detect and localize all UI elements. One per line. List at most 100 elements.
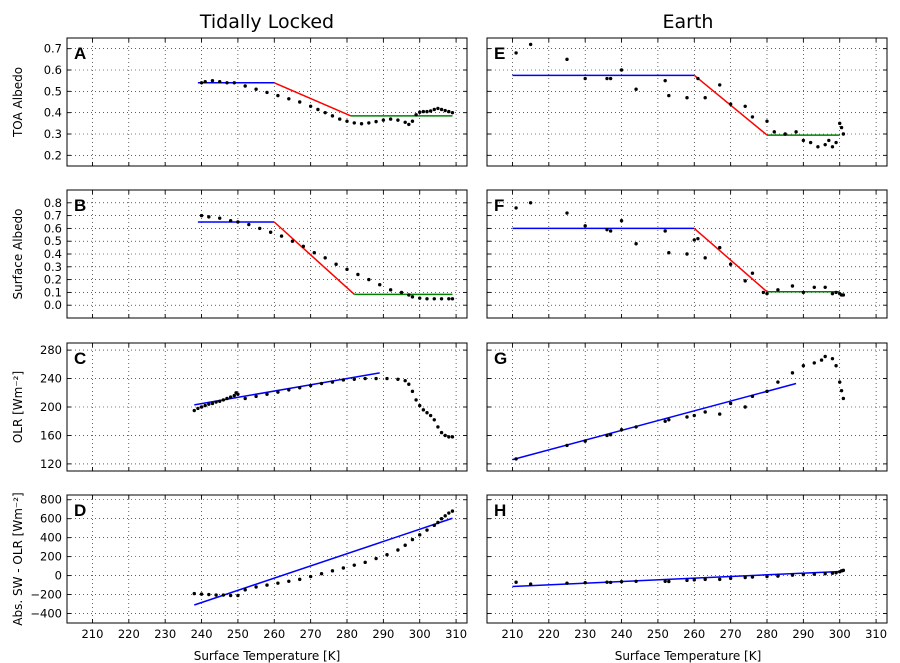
data-point bbox=[279, 234, 284, 238]
data-point bbox=[608, 229, 613, 233]
data-point bbox=[330, 380, 335, 384]
data-point bbox=[236, 220, 240, 224]
data-point bbox=[808, 140, 813, 145]
data-point bbox=[790, 573, 795, 577]
x-tick-label: 240 bbox=[191, 627, 213, 641]
data-point bbox=[583, 224, 587, 228]
data-point bbox=[432, 418, 436, 422]
data-point bbox=[703, 96, 707, 100]
x-tick-label: 290 bbox=[372, 627, 394, 641]
data-point bbox=[221, 593, 226, 597]
data-point bbox=[396, 377, 400, 381]
data-point bbox=[439, 297, 444, 301]
data-point bbox=[667, 579, 671, 584]
y-tick-label: 0 bbox=[55, 569, 62, 583]
data-point bbox=[287, 97, 291, 101]
data-point bbox=[743, 279, 747, 283]
data-point bbox=[528, 582, 533, 586]
data-point bbox=[514, 51, 518, 55]
data-point bbox=[254, 394, 258, 399]
data-point bbox=[772, 130, 776, 134]
data-point bbox=[605, 433, 609, 438]
data-point bbox=[214, 593, 218, 597]
data-point bbox=[298, 577, 302, 582]
data-point bbox=[718, 245, 722, 250]
data-point bbox=[341, 566, 346, 570]
data-point bbox=[667, 93, 671, 98]
data-point bbox=[192, 591, 196, 596]
data-point bbox=[410, 119, 415, 123]
data-point bbox=[528, 42, 533, 47]
data-point bbox=[667, 418, 671, 422]
data-point bbox=[605, 76, 609, 81]
panel-b: 0.00.10.20.30.40.50.60.70.8 B Surface Albe… bbox=[11, 189, 468, 319]
data-point bbox=[685, 578, 689, 583]
plot-frame bbox=[486, 37, 888, 167]
x-tick-label: 250 bbox=[227, 627, 249, 641]
data-point bbox=[816, 145, 820, 149]
data-point bbox=[218, 216, 222, 220]
data-point bbox=[232, 393, 236, 398]
x-axis-label-left: Surface Temperature [K] bbox=[194, 649, 341, 663]
data-point bbox=[728, 102, 733, 106]
data-point bbox=[218, 80, 222, 84]
data-point bbox=[228, 219, 233, 223]
data-point bbox=[323, 256, 327, 260]
data-point bbox=[276, 93, 280, 98]
data-point bbox=[827, 138, 831, 143]
data-point bbox=[308, 383, 313, 388]
data-point bbox=[265, 583, 269, 587]
data-point bbox=[812, 285, 816, 289]
data-point bbox=[428, 109, 433, 113]
data-point bbox=[583, 439, 587, 443]
data-point bbox=[514, 206, 518, 210]
fit-line-red bbox=[693, 227, 768, 293]
data-point bbox=[330, 114, 335, 118]
x-tick-label: 220 bbox=[118, 627, 140, 641]
data-point bbox=[830, 571, 835, 575]
data-point bbox=[290, 239, 295, 243]
data-point bbox=[407, 122, 411, 127]
data-point bbox=[514, 457, 518, 461]
data-point bbox=[199, 81, 204, 85]
data-point bbox=[728, 401, 733, 406]
data-point bbox=[703, 577, 707, 582]
x-tick-label: 250 bbox=[647, 627, 669, 641]
data-point bbox=[663, 78, 667, 83]
data-point bbox=[696, 236, 700, 241]
data-point bbox=[338, 117, 342, 121]
data-point bbox=[258, 226, 262, 231]
data-point bbox=[619, 428, 624, 432]
y-tick-label: −200 bbox=[30, 588, 62, 602]
panel-a: 0.2 0.3 0.4 0.5 0.6 0.7 A TOA Albedo bbox=[11, 37, 468, 167]
data-point bbox=[228, 395, 233, 399]
plot-frame bbox=[486, 342, 888, 472]
data-point bbox=[605, 580, 609, 584]
data-point bbox=[565, 57, 569, 62]
data-point bbox=[308, 574, 313, 579]
data-point bbox=[403, 378, 407, 383]
data-point bbox=[634, 579, 638, 583]
data-point bbox=[330, 569, 335, 573]
data-point bbox=[312, 251, 316, 255]
data-point bbox=[765, 119, 769, 123]
data-point bbox=[410, 295, 415, 299]
data-point bbox=[619, 219, 624, 223]
data-point bbox=[403, 543, 407, 547]
data-point bbox=[838, 380, 842, 384]
data-point bbox=[298, 386, 302, 390]
data-point bbox=[418, 110, 422, 114]
data-point bbox=[794, 130, 798, 134]
data-point bbox=[514, 580, 518, 584]
data-point bbox=[703, 256, 707, 260]
x-tick-label: 210 bbox=[501, 627, 523, 641]
data-point bbox=[341, 378, 346, 382]
data-point bbox=[667, 251, 671, 255]
x-tick-label: 270 bbox=[720, 627, 742, 641]
data-point bbox=[308, 104, 313, 108]
data-point bbox=[436, 106, 440, 111]
data-point bbox=[319, 381, 324, 386]
data-point bbox=[839, 388, 844, 393]
y-tick-label: 0.5 bbox=[44, 84, 62, 98]
x-tick-label: 240 bbox=[611, 627, 633, 641]
